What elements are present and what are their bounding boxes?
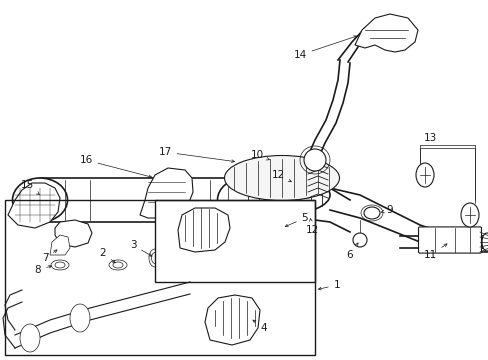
Text: 4: 4 <box>252 320 267 333</box>
Text: 3: 3 <box>129 240 152 256</box>
Polygon shape <box>204 295 260 345</box>
Text: 9: 9 <box>380 205 392 215</box>
Ellipse shape <box>460 203 478 227</box>
Text: 7: 7 <box>41 250 57 263</box>
Text: 1: 1 <box>318 280 340 290</box>
Polygon shape <box>140 168 193 218</box>
Polygon shape <box>55 220 92 247</box>
Text: 14: 14 <box>293 36 356 60</box>
Text: 17: 17 <box>158 147 234 162</box>
Bar <box>155 200 314 282</box>
Ellipse shape <box>149 249 161 267</box>
Text: 2: 2 <box>100 248 115 263</box>
Polygon shape <box>178 208 229 252</box>
Text: 12: 12 <box>271 170 291 182</box>
Ellipse shape <box>217 178 272 222</box>
Text: 10: 10 <box>250 150 269 160</box>
Text: 6: 6 <box>346 243 357 260</box>
Text: 13: 13 <box>423 133 436 143</box>
Ellipse shape <box>481 233 488 251</box>
FancyBboxPatch shape <box>418 227 481 253</box>
Polygon shape <box>354 14 417 52</box>
Text: 11: 11 <box>423 244 446 260</box>
Ellipse shape <box>13 178 67 222</box>
Ellipse shape <box>352 233 366 247</box>
Ellipse shape <box>20 324 40 352</box>
Polygon shape <box>50 235 70 255</box>
Polygon shape <box>8 183 60 228</box>
Bar <box>5 200 314 355</box>
Ellipse shape <box>304 149 325 171</box>
Ellipse shape <box>240 176 329 214</box>
Text: 15: 15 <box>20 180 40 194</box>
Text: 12: 12 <box>305 219 318 235</box>
Ellipse shape <box>70 304 90 332</box>
Ellipse shape <box>415 163 433 187</box>
Text: 5: 5 <box>285 213 307 227</box>
Ellipse shape <box>224 156 339 201</box>
Ellipse shape <box>363 207 379 219</box>
Text: 8: 8 <box>35 265 52 275</box>
Text: 16: 16 <box>79 155 151 178</box>
